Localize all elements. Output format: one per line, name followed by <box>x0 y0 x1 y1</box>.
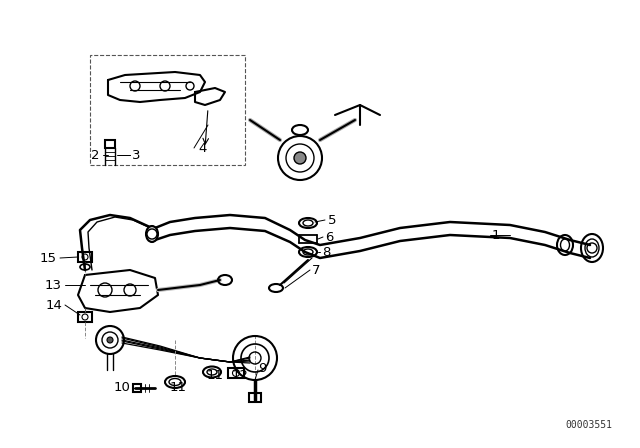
Text: 9: 9 <box>258 362 266 375</box>
Circle shape <box>107 337 113 343</box>
Text: 12: 12 <box>232 369 249 382</box>
Text: 11: 11 <box>170 380 187 393</box>
Bar <box>78 312 92 322</box>
Text: 10: 10 <box>113 380 130 393</box>
Text: 13: 13 <box>45 279 62 292</box>
Bar <box>133 384 141 392</box>
Text: 6: 6 <box>325 231 333 244</box>
Bar <box>90 55 245 165</box>
Text: 11: 11 <box>207 369 224 382</box>
Ellipse shape <box>146 226 158 242</box>
Bar <box>105 140 115 148</box>
Text: 5: 5 <box>328 214 337 227</box>
Bar <box>249 393 261 402</box>
Text: 00003551: 00003551 <box>565 420 612 430</box>
Bar <box>228 368 244 378</box>
Text: 4: 4 <box>198 142 206 155</box>
Text: 8: 8 <box>322 246 330 258</box>
Text: 15: 15 <box>40 251 57 264</box>
Text: 3: 3 <box>132 148 141 161</box>
Circle shape <box>147 229 157 239</box>
Bar <box>78 252 92 262</box>
Text: 1: 1 <box>492 228 500 241</box>
Text: 2: 2 <box>92 148 100 161</box>
Text: 14: 14 <box>45 298 62 311</box>
Text: 7: 7 <box>312 263 321 276</box>
Circle shape <box>294 152 306 164</box>
